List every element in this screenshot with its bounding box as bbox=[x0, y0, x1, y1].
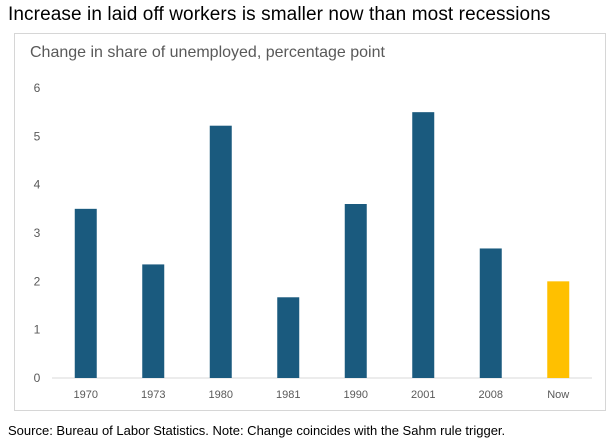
bar-2008 bbox=[479, 248, 502, 378]
y-tick-label: 0 bbox=[34, 371, 41, 385]
x-tick-label: 1981 bbox=[276, 389, 300, 401]
y-tick-label: 2 bbox=[34, 274, 41, 288]
x-tick-label: 1970 bbox=[74, 389, 98, 401]
x-tick-label: 1980 bbox=[209, 389, 233, 401]
x-tick-label: 1973 bbox=[141, 389, 165, 401]
bar-1990 bbox=[344, 204, 367, 378]
x-axis: 1970 1973 1980 1981 1990 2001 2008 Now bbox=[74, 389, 570, 401]
x-tick-label: Now bbox=[547, 389, 569, 401]
chart-panel bbox=[14, 33, 606, 411]
bar-1981 bbox=[277, 297, 300, 378]
bar-1970 bbox=[74, 208, 97, 378]
chart-headline: Increase in laid off workers is smaller … bbox=[8, 4, 551, 25]
chart-title: Change in share of unemployed, percentag… bbox=[30, 44, 385, 61]
x-tick-label: 1990 bbox=[344, 389, 368, 401]
source-note: Source: Bureau of Labor Statistics. Note… bbox=[8, 423, 506, 438]
y-tick-label: 4 bbox=[34, 178, 41, 192]
bar-now bbox=[547, 281, 570, 378]
y-tick-label: 6 bbox=[34, 81, 41, 95]
y-tick-label: 3 bbox=[34, 226, 41, 240]
bar-1980 bbox=[209, 125, 232, 378]
x-tick-label: 2001 bbox=[411, 389, 435, 401]
bar-2001 bbox=[412, 112, 435, 379]
y-tick-label: 5 bbox=[34, 129, 41, 143]
bar-1973 bbox=[142, 264, 165, 378]
y-axis: 0 1 2 3 4 5 6 bbox=[34, 81, 41, 385]
x-tick-label: 2008 bbox=[479, 389, 503, 401]
y-tick-label: 1 bbox=[34, 323, 41, 337]
bars bbox=[74, 112, 570, 379]
